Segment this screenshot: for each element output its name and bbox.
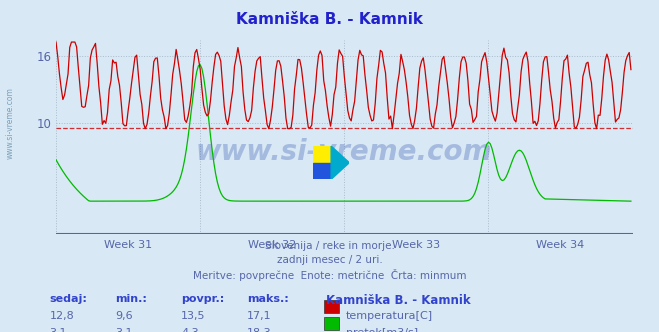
Text: Slovenija / reke in morje.: Slovenija / reke in morje.	[264, 241, 395, 251]
Text: maks.:: maks.:	[247, 294, 289, 304]
Text: 3,1: 3,1	[49, 328, 67, 332]
Text: Kamniška B. - Kamnik: Kamniška B. - Kamnik	[236, 12, 423, 27]
Polygon shape	[313, 146, 331, 163]
Text: 13,5: 13,5	[181, 311, 206, 321]
Text: sedaj:: sedaj:	[49, 294, 87, 304]
Text: povpr.:: povpr.:	[181, 294, 225, 304]
Text: zadnji mesec / 2 uri.: zadnji mesec / 2 uri.	[277, 255, 382, 265]
Text: www.si-vreme.com: www.si-vreme.com	[5, 87, 14, 159]
Text: 17,1: 17,1	[247, 311, 272, 321]
Text: 12,8: 12,8	[49, 311, 74, 321]
Text: www.si-vreme.com: www.si-vreme.com	[196, 138, 492, 166]
Text: Meritve: povprečne  Enote: metrične  Črta: minmum: Meritve: povprečne Enote: metrične Črta:…	[192, 269, 467, 281]
Text: 18,3: 18,3	[247, 328, 272, 332]
Text: 4,3: 4,3	[181, 328, 199, 332]
Text: 9,6: 9,6	[115, 311, 133, 321]
Text: min.:: min.:	[115, 294, 147, 304]
Text: Kamniška B. - Kamnik: Kamniška B. - Kamnik	[326, 294, 471, 307]
Polygon shape	[331, 146, 349, 179]
Text: 3,1: 3,1	[115, 328, 133, 332]
Text: pretok[m3/s]: pretok[m3/s]	[346, 328, 418, 332]
Text: temperatura[C]: temperatura[C]	[346, 311, 433, 321]
Polygon shape	[313, 163, 331, 179]
